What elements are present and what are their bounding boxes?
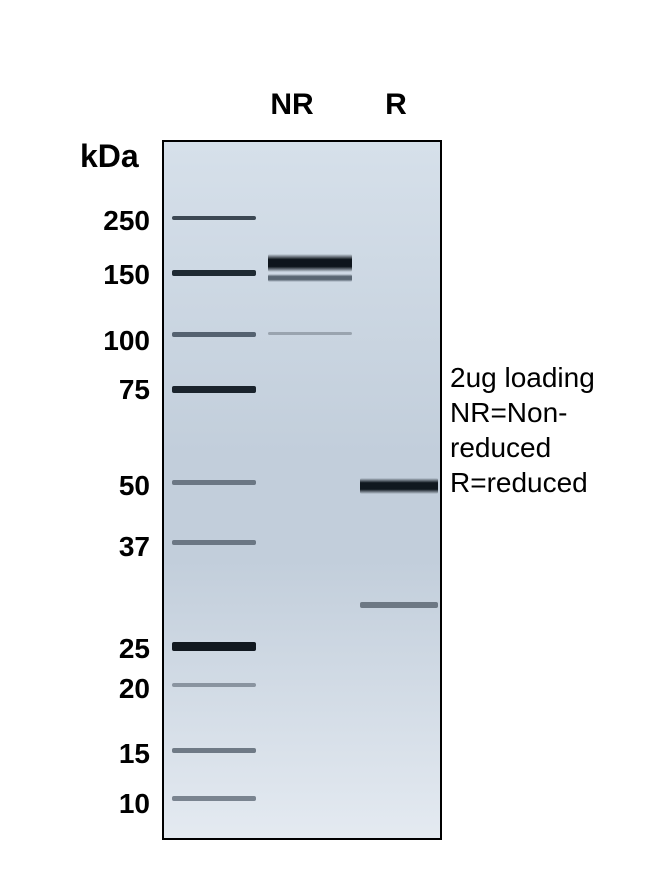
axis-tick: 37: [30, 533, 150, 561]
axis-tick: 250: [30, 207, 150, 235]
ladder-band: [172, 748, 256, 753]
ladder-band: [172, 480, 256, 485]
axis-tick: 15: [30, 740, 150, 768]
legend-line: NR=Non-: [450, 395, 595, 430]
ladder-band: [172, 642, 256, 651]
ladder-band: [172, 270, 256, 276]
legend-line: R=reduced: [450, 465, 595, 500]
legend-line: reduced: [450, 430, 595, 465]
nr-band: [268, 254, 352, 272]
nr-band: [268, 274, 352, 282]
nr-band: [268, 332, 352, 335]
ladder-band: [172, 332, 256, 337]
r-band: [360, 602, 438, 608]
axis-tick: 10: [30, 790, 150, 818]
ladder-band: [172, 216, 256, 220]
axis-tick: 50: [30, 472, 150, 500]
ladder-band: [172, 540, 256, 545]
axis-unit-label: kDa: [80, 138, 139, 175]
axis-tick: 150: [30, 261, 150, 289]
axis-tick: 100: [30, 327, 150, 355]
axis-tick: 25: [30, 635, 150, 663]
gel-image: [162, 140, 442, 840]
axis-tick: 20: [30, 675, 150, 703]
legend-line: 2ug loading: [450, 360, 595, 395]
axis-tick: 75: [30, 376, 150, 404]
lane-label-r: R: [376, 88, 416, 122]
r-band: [360, 478, 438, 494]
legend-text: 2ug loadingNR=Non-reducedR=reduced: [450, 360, 595, 500]
gel-figure: kDa NR R 250 150 100 75 50 37 25 20 15 10 2ug loa…: [30, 30, 620, 864]
lane-label-nr: NR: [262, 88, 322, 122]
ladder-band: [172, 796, 256, 801]
ladder-band: [172, 386, 256, 393]
ladder-band: [172, 683, 256, 687]
